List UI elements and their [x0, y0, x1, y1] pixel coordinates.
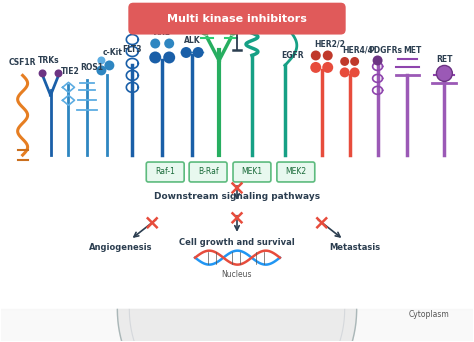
Text: Cell growth and survival: Cell growth and survival [179, 238, 295, 247]
Text: EGFR: EGFR [282, 51, 304, 60]
Circle shape [181, 47, 191, 58]
FancyBboxPatch shape [233, 162, 271, 182]
Text: B-Raf: B-Raf [198, 168, 219, 176]
FancyBboxPatch shape [146, 162, 184, 182]
Circle shape [322, 62, 333, 73]
Circle shape [38, 69, 46, 77]
Circle shape [323, 51, 333, 61]
Circle shape [150, 39, 160, 49]
Polygon shape [0, 310, 474, 342]
Circle shape [200, 26, 210, 36]
Circle shape [247, 17, 257, 27]
Circle shape [55, 69, 63, 77]
Circle shape [373, 55, 383, 65]
Circle shape [311, 51, 321, 61]
Text: Cytoplasm: Cytoplasm [409, 310, 450, 319]
Text: FGFRs: FGFRs [238, 6, 265, 15]
FancyBboxPatch shape [189, 162, 227, 182]
Text: VEGFRs: VEGFRs [202, 15, 236, 24]
Circle shape [310, 62, 321, 73]
FancyBboxPatch shape [128, 3, 346, 35]
Circle shape [437, 65, 452, 81]
Circle shape [350, 57, 359, 66]
Text: Angiogenesis: Angiogenesis [89, 243, 152, 252]
Circle shape [163, 52, 175, 63]
Text: Raf-1: Raf-1 [155, 168, 175, 176]
Text: MEK1: MEK1 [241, 168, 263, 176]
Text: c-Kit: c-Kit [102, 48, 122, 57]
Polygon shape [118, 310, 356, 342]
Text: PDGFRs: PDGFRs [369, 46, 402, 55]
Text: RET: RET [436, 55, 453, 64]
Text: MET: MET [403, 46, 422, 55]
FancyBboxPatch shape [277, 162, 315, 182]
Circle shape [350, 67, 360, 77]
Circle shape [164, 39, 174, 49]
Circle shape [96, 65, 106, 75]
Circle shape [149, 52, 161, 63]
Circle shape [228, 26, 238, 36]
Circle shape [192, 47, 204, 58]
Text: TIE2: TIE2 [61, 67, 80, 76]
Circle shape [98, 56, 105, 64]
Text: AXL: AXL [154, 28, 171, 37]
Circle shape [340, 67, 350, 77]
Text: HER2/2: HER2/2 [314, 39, 345, 48]
Text: Nucleus: Nucleus [222, 270, 252, 279]
Text: ROS1: ROS1 [80, 63, 103, 72]
Text: ALK: ALK [184, 36, 201, 45]
Circle shape [340, 57, 349, 66]
Text: FLT3: FLT3 [123, 45, 142, 54]
Text: Metastasis: Metastasis [329, 243, 380, 252]
Text: CSF1R: CSF1R [9, 58, 36, 67]
Text: Downstream signaling pathways: Downstream signaling pathways [154, 193, 320, 201]
Text: HER4/4: HER4/4 [342, 46, 373, 55]
Text: MEK2: MEK2 [285, 168, 306, 176]
Text: TRKs: TRKs [38, 56, 59, 65]
Circle shape [104, 61, 114, 70]
Text: Multi kinase inhibitors: Multi kinase inhibitors [167, 14, 307, 24]
